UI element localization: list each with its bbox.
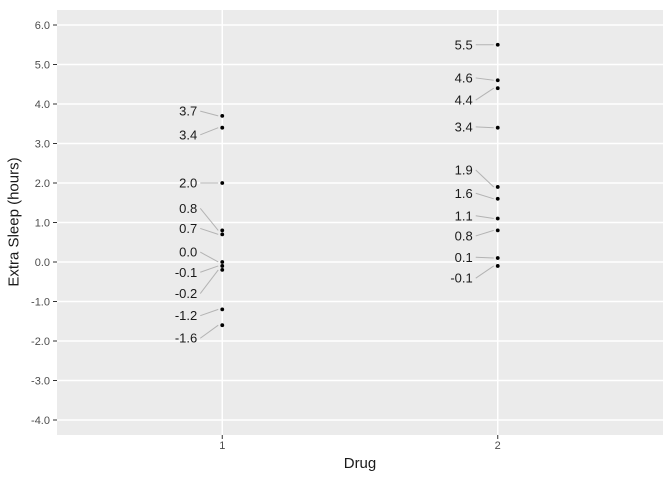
y-tick-label: 3.0 [35,139,50,151]
leader-line [475,256,494,259]
y-tick-label: -2.0 [31,336,50,348]
data-point [495,256,500,260]
data-point [495,42,500,47]
data-point [220,113,225,118]
leader-line [475,265,495,279]
leader-line [200,251,219,263]
data-point-label: 5.5 [455,37,473,52]
leader-line [475,126,494,129]
leader-line [200,265,219,273]
y-tick-label: 0.0 [35,257,50,269]
leader-line [199,269,219,294]
data-point [220,232,225,237]
data-point [495,78,500,83]
y-tick-label: 6.0 [35,20,50,32]
y-tick-label: 1.0 [35,218,50,230]
x-tick-label: 2 [495,440,501,452]
data-point-label: 3.4 [179,127,197,142]
y-tick-label: -4.0 [31,415,50,427]
leader-line [475,77,494,81]
data-point-label: 1.6 [455,186,473,201]
data-point-label: -0.2 [175,286,197,301]
leader-line [199,207,219,231]
x-axis-title: Drug [343,455,377,472]
data-point-label: -1.2 [175,308,197,323]
data-point-label: -1.6 [175,331,197,346]
data-point [220,260,225,264]
leader-line [475,229,494,237]
data-point [220,307,225,312]
data-point-label: 1.1 [455,208,473,223]
data-point [220,323,225,328]
data-point [220,125,225,130]
leader-line [200,308,219,317]
data-point [495,86,500,91]
leader-line [199,324,219,339]
y-tick-label: -3.0 [31,375,50,387]
data-point-label: 1.9 [455,162,473,177]
data-point-label: 3.7 [179,104,197,119]
data-point [495,228,500,233]
data-point-label: 0.0 [179,245,197,260]
data-point-label: 2.0 [179,176,197,191]
data-point [220,181,225,185]
data-point [495,185,500,189]
data-point-label: -0.1 [450,271,472,286]
data-point [495,264,500,268]
data-point [220,228,225,233]
leader-line [200,227,219,235]
data-point-label: 3.4 [455,119,473,134]
leader-line [200,127,219,136]
leader-line [475,169,495,188]
data-point [495,216,500,221]
data-point [495,196,500,201]
data-point-label: 0.7 [179,221,197,236]
data-point [495,125,500,130]
leader-line [475,215,494,220]
data-point-label: 0.8 [455,228,473,243]
y-axis-title: Extra Sleep (hours) [5,157,23,287]
data-point-label: 0.1 [455,250,473,265]
data-point [220,264,225,268]
leader-line [475,87,495,101]
data-point-label: -0.1 [175,265,197,280]
data-point-label: 4.6 [455,70,473,85]
data-point-label: 4.4 [455,93,473,108]
leader-line [200,110,219,117]
data-point-label: 0.8 [179,201,197,216]
y-tick-label: 2.0 [35,178,50,190]
y-tick-label: -1.0 [31,296,50,308]
leader-line [475,192,494,200]
y-tick-label: 4.0 [35,99,50,111]
x-tick-label: 1 [219,440,225,452]
y-tick-label: 5.0 [35,60,50,72]
data-point [220,267,225,272]
